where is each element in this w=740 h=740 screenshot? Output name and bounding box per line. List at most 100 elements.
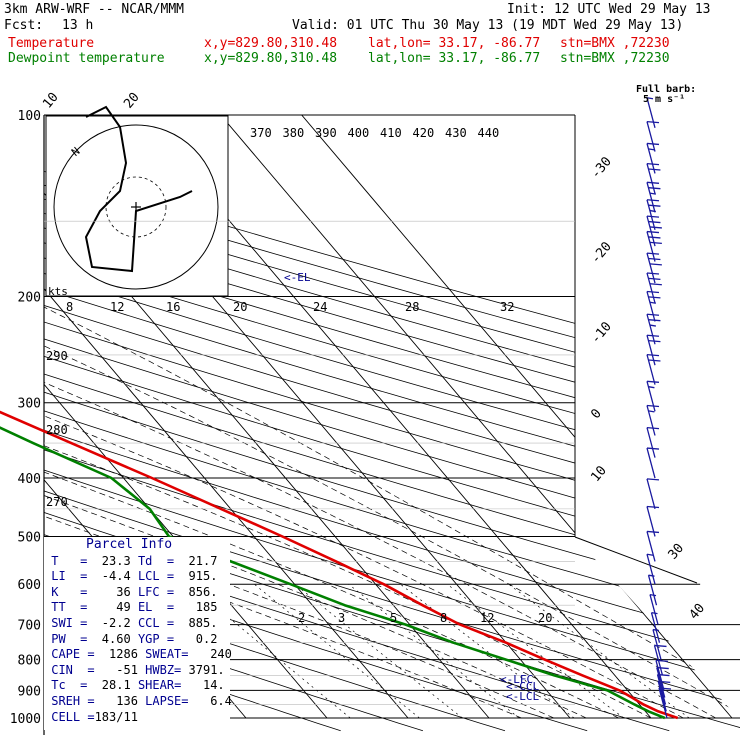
wind-barb	[646, 380, 660, 412]
barb-flag	[646, 353, 660, 357]
valid-time: Valid: 01 UTC Thu 30 May 13 (19 MDT Wed …	[292, 18, 684, 33]
barb-shaft	[646, 405, 656, 436]
theta-label: 390	[315, 126, 337, 140]
wind-barb	[646, 215, 662, 247]
barb-legend-title: Full barb:	[636, 84, 697, 95]
barb-shaft	[646, 215, 656, 247]
dry-adiabat	[44, 115, 740, 732]
forecast-hour: 13 h	[62, 18, 94, 33]
barb-flag	[646, 230, 660, 234]
wind-barb	[646, 505, 660, 537]
temperature-tick-label: 10	[40, 90, 62, 112]
pressure-tick-label: 400	[18, 472, 41, 487]
isotherm	[301, 115, 740, 719]
annotation-label: <-LCL	[506, 690, 539, 703]
dry-adiabat	[44, 115, 740, 732]
hodograph-outer-ring	[53, 124, 219, 290]
barb-shaft	[646, 182, 656, 213]
parcel-info-title: Parcel Info	[86, 537, 173, 552]
barb-flag	[646, 199, 660, 202]
dewpoint-legend: Dewpoint temperature	[8, 51, 165, 66]
parcel-info-row: CIN = -51 HWBZ= 3791.	[44, 663, 230, 679]
isotherm	[44, 115, 328, 719]
hodograph-trace	[84, 105, 193, 273]
wind-barb	[646, 97, 656, 128]
parcel-info-value: 1286	[94, 647, 138, 662]
parcel-info-row: CAPE = 1286 SWEAT= 240	[44, 647, 232, 663]
temperature-tick-label: 20	[121, 90, 143, 112]
parcel-info-value: 240	[188, 647, 232, 662]
barb-flag	[646, 478, 660, 481]
barb-flag	[656, 666, 669, 670]
wind-barb	[646, 181, 661, 213]
parcel-info-value: 185	[174, 600, 218, 615]
pressure-tick-label: 500	[18, 530, 41, 545]
parcel-info-row: K = 36 LFC = 856.	[44, 585, 230, 601]
hodograph-ring-label: 28	[405, 300, 419, 314]
dewpoint-latlon: lat,lon= 33.17, -86.77	[368, 51, 541, 66]
parcel-info-value: 136	[94, 693, 138, 708]
parcel-info-value: -51	[94, 662, 138, 677]
init-time: Init: 12 UTC Wed 29 May 13	[507, 2, 711, 17]
parcel-info-key: CELL =	[44, 709, 95, 724]
pressure-tick-label: 100	[18, 109, 41, 124]
parcel-info-key: LAPSE=	[137, 693, 189, 708]
barb-half-flag	[648, 386, 655, 389]
barb-shaft	[653, 645, 664, 676]
parcel-info-row: LI = -4.4 LCL = 915.	[44, 569, 230, 585]
temperature-latlon: lat,lon= 33.17, -86.77	[368, 36, 541, 51]
wind-barb	[646, 199, 661, 230]
barb-shaft	[646, 252, 656, 284]
hodograph-ring-label: 12	[110, 300, 124, 314]
isotherm	[44, 115, 409, 719]
dry-adiabat	[44, 115, 740, 732]
dry-adiabat	[44, 115, 740, 732]
barb-flag	[646, 290, 660, 294]
parcel-info-key: LI =	[44, 569, 88, 584]
barb-flag	[648, 296, 661, 299]
mixing-ratio-label: 3	[338, 611, 345, 625]
barb-half-flag	[648, 410, 655, 413]
dry-adiabat	[44, 115, 740, 732]
barb-half-flag	[649, 324, 656, 327]
parcel-info-row: Tc = 28.1 SHEAR= 14.	[44, 678, 230, 694]
wind-barb	[646, 478, 660, 510]
barb-shaft	[646, 478, 656, 510]
barb-legend-unit: 5 m s⁻¹	[643, 94, 686, 105]
wind-barb	[646, 553, 656, 585]
wind-barb	[646, 120, 660, 152]
parcel-info-key: SREH =	[44, 693, 95, 708]
barb-flag	[655, 659, 669, 663]
parcel-info-key: CAPE =	[44, 647, 95, 662]
temperature-side-label: 0	[588, 406, 605, 422]
barb-shaft	[646, 199, 656, 230]
barb-shaft	[650, 612, 661, 643]
series-line	[0, 426, 666, 720]
hodograph-frame	[45, 115, 229, 297]
barb-shaft	[646, 427, 656, 458]
parcel-info-value: 36	[87, 584, 131, 599]
barb-shaft	[646, 531, 656, 562]
barb-half-flag	[649, 593, 657, 597]
pressure-tick-label: 200	[18, 291, 41, 306]
theta-label: 410	[380, 126, 402, 140]
mixing-ratio-label: 2	[298, 611, 305, 625]
barb-shaft	[646, 381, 656, 412]
barb-shaft	[646, 335, 656, 366]
parcel-info-key: T =	[44, 553, 88, 568]
pressure-tick-label: 700	[18, 619, 41, 634]
parcel-info-row: SWI = -2.2 CCL = 885.	[44, 616, 230, 632]
barb-flag	[648, 187, 661, 190]
wind-barb	[647, 574, 658, 606]
barb-half-flag	[646, 97, 654, 100]
parcel-info-key: CIN =	[44, 662, 95, 677]
theta-label: 440	[478, 126, 500, 140]
barb-flag	[649, 226, 662, 229]
barb-shaft	[646, 121, 656, 152]
parcel-info-key: Td =	[130, 553, 175, 568]
wind-barb	[653, 644, 667, 676]
parcel-info-key: SWEAT=	[137, 647, 189, 662]
parcel-info-value: 14.	[181, 678, 225, 693]
parcel-info-key: TT =	[44, 600, 88, 615]
hodograph-unit: kts	[48, 285, 68, 298]
